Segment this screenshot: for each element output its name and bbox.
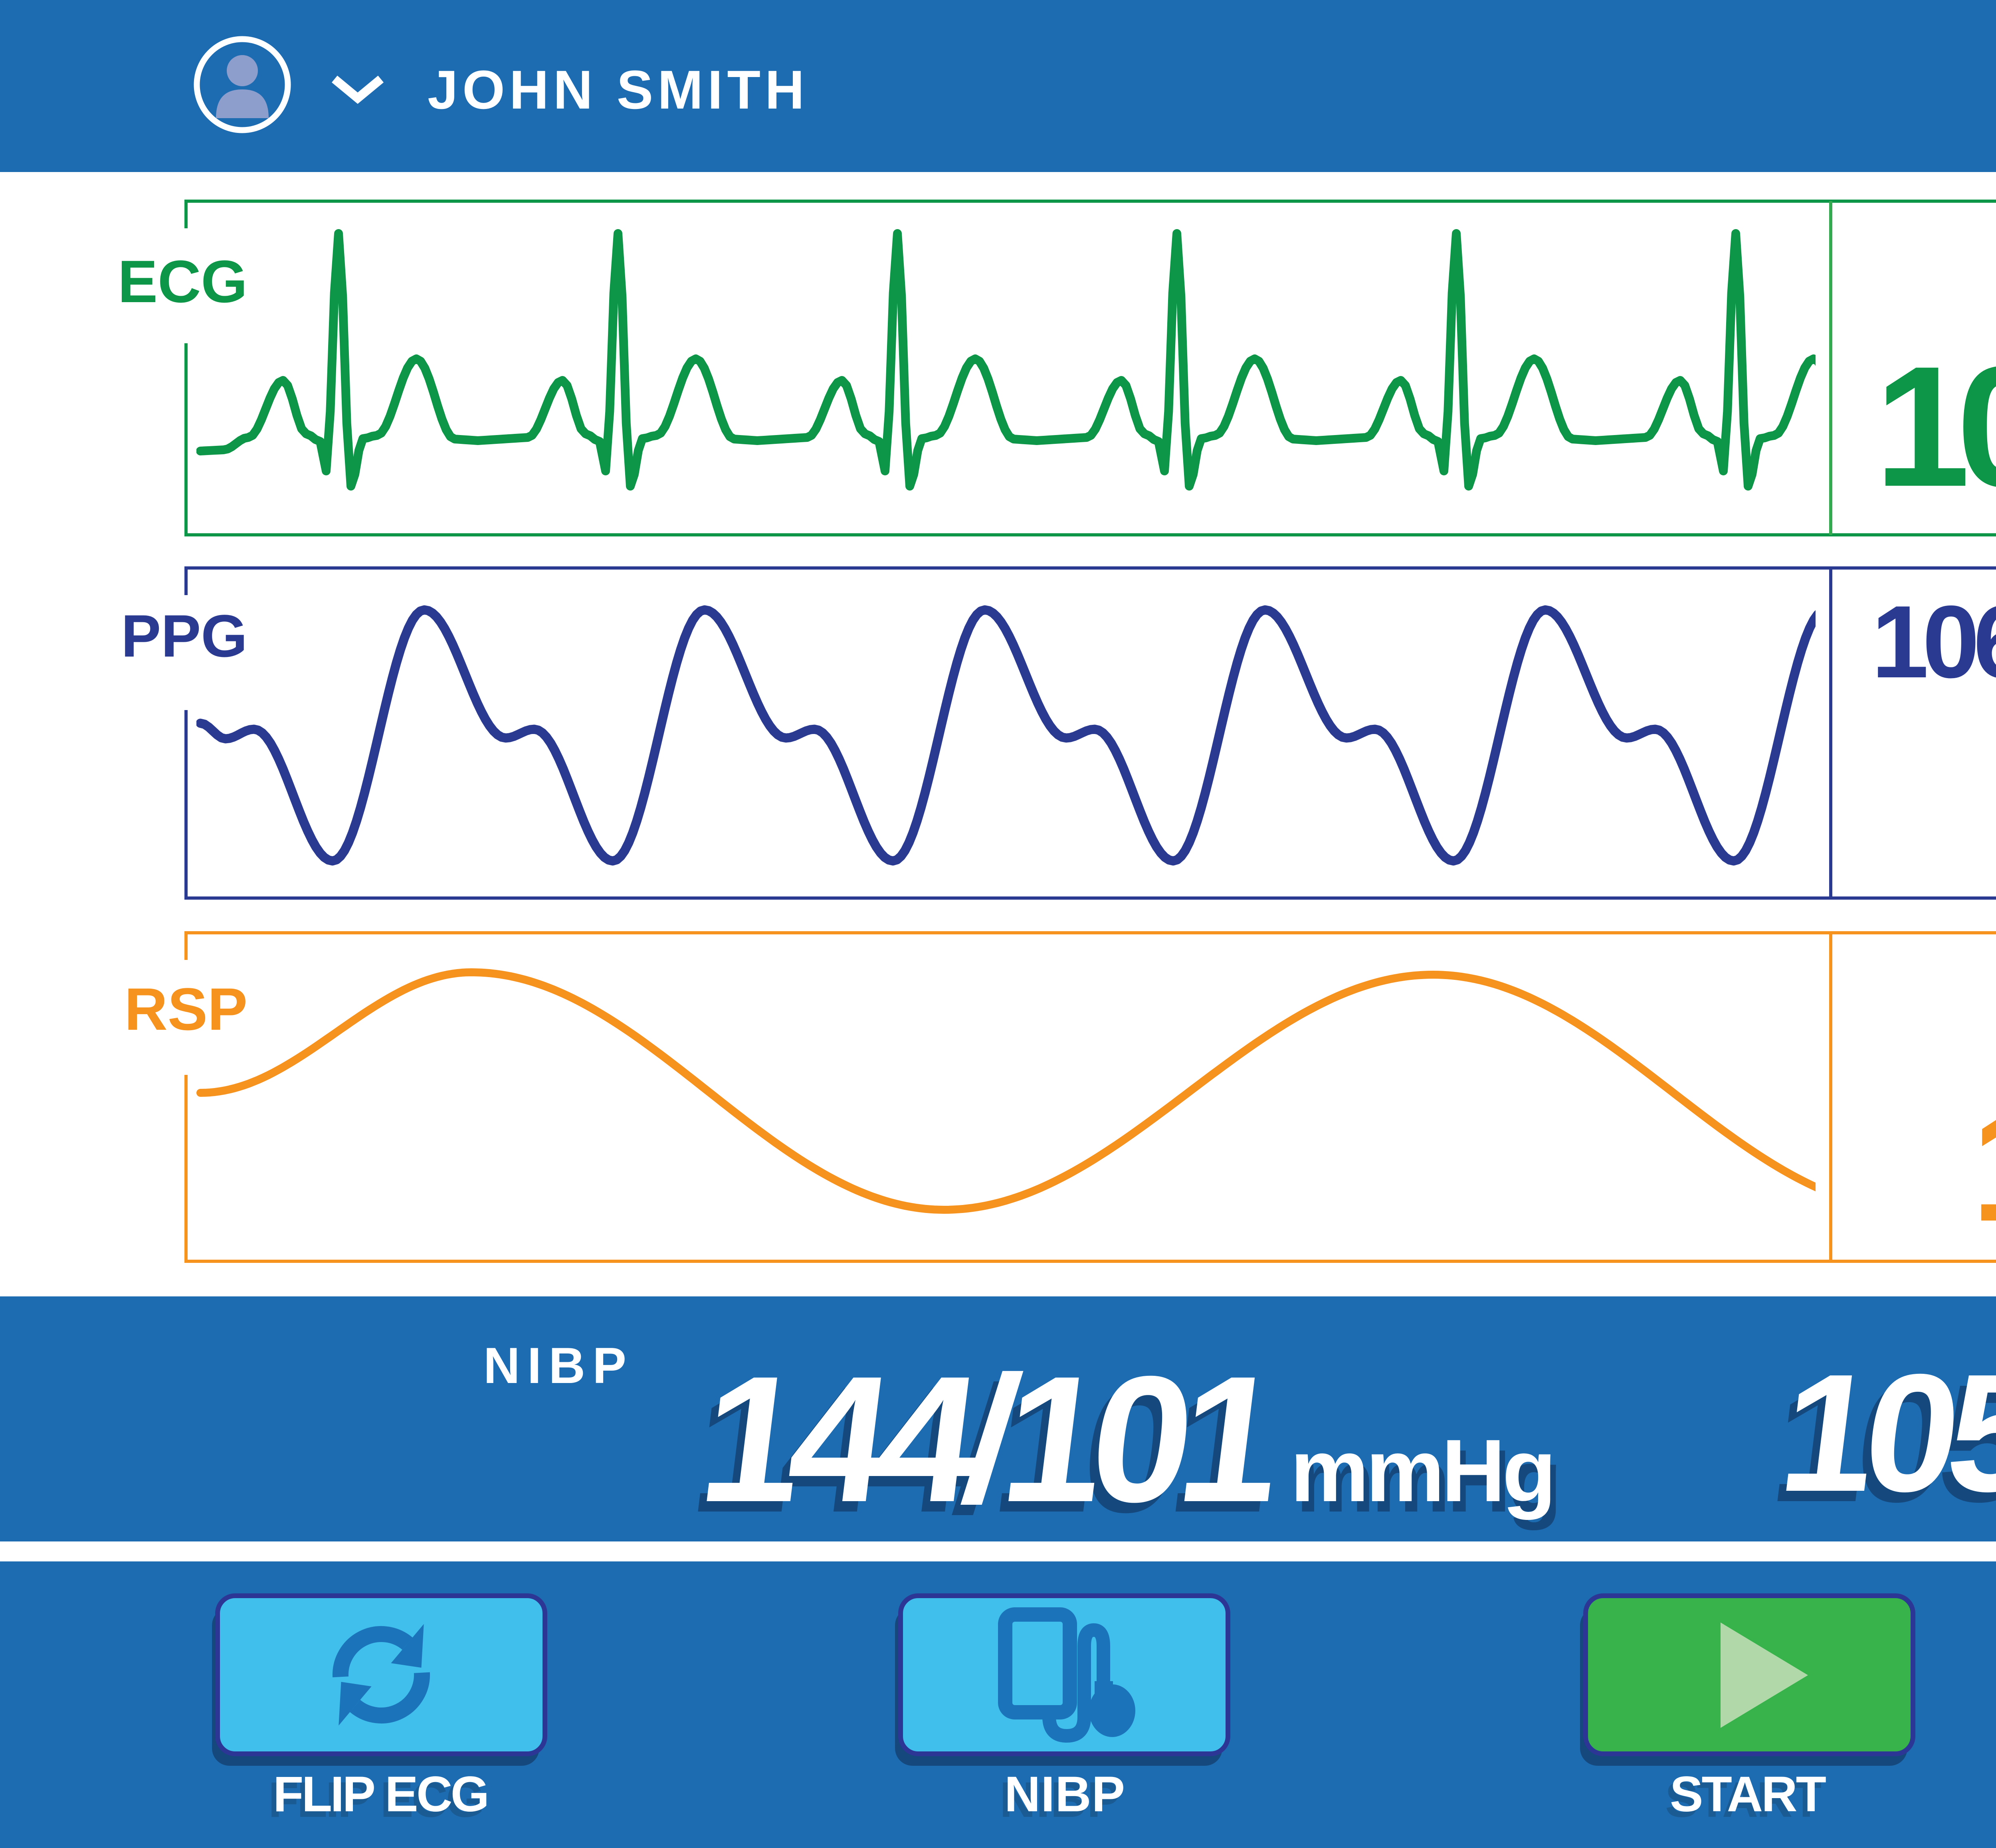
svg-text:16: 16 xyxy=(1971,1077,1996,1254)
svg-text:RSP: RSP xyxy=(125,975,248,1043)
svg-text:105: 105 xyxy=(1762,1349,1996,1537)
svg-text:NIBP: NIBP xyxy=(483,1337,626,1394)
svg-text:START: START xyxy=(1670,1767,1826,1822)
svg-text:ECG: ECG xyxy=(118,248,248,315)
svg-text:102: 102 xyxy=(1875,331,1996,522)
svg-text:NIBP: NIBP xyxy=(1004,1767,1125,1822)
svg-text:106: 106 xyxy=(1871,584,1996,699)
svg-text:105: 105 xyxy=(1771,1339,1996,1526)
svg-text:144/101: 144/101 xyxy=(691,1339,1288,1539)
svg-text:NIBP: NIBP xyxy=(1000,1772,1120,1828)
svg-text:START: START xyxy=(1665,1772,1822,1828)
svg-text:144/101: 144/101 xyxy=(682,1349,1279,1550)
svg-text:FLIP ECG: FLIP ECG xyxy=(268,1772,485,1828)
svg-text:FLIP ECG: FLIP ECG xyxy=(273,1767,489,1822)
svg-text:PPG: PPG xyxy=(121,602,248,669)
svg-text:mmHg: mmHg xyxy=(1290,1421,1553,1520)
svg-text:mmHg: mmHg xyxy=(1296,1432,1559,1531)
